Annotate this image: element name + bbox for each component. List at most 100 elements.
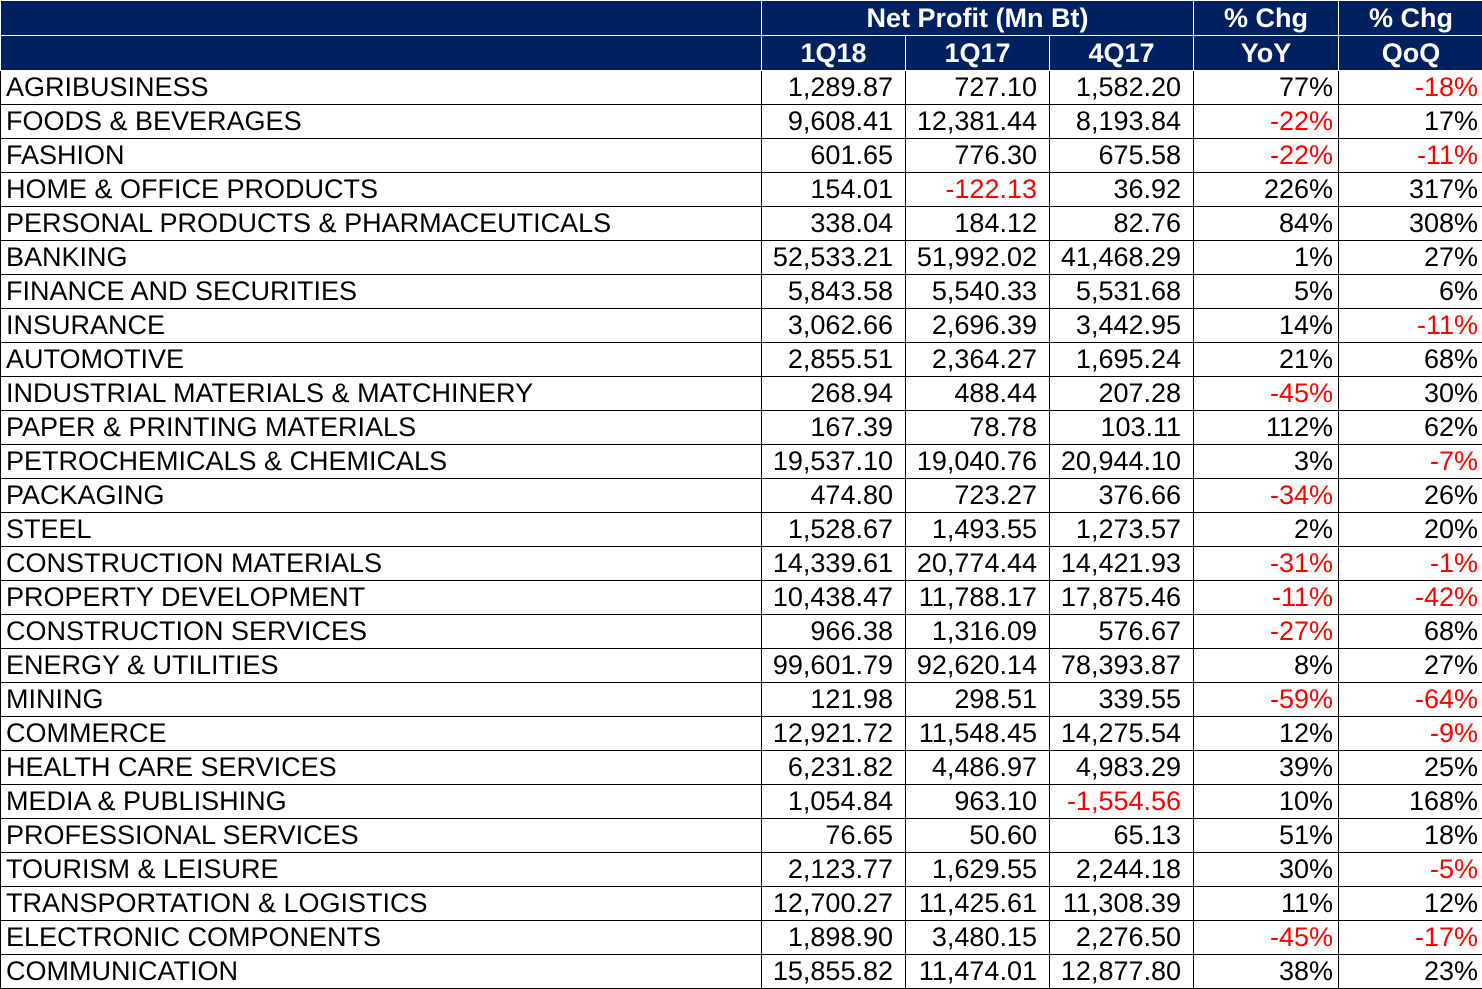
value-1q17-cell: 4,486.97 [905,750,1050,785]
sector-cell: PETROCHEMICALS & CHEMICALS [0,444,762,479]
sector-cell: PROFESSIONAL SERVICES [0,818,762,853]
table-row: PROPERTY DEVELOPMENT 10,438.47 11,788.17 17… [0,580,1482,615]
value-1q17-cell: 963.10 [905,784,1050,819]
yoy-change-cell: -22% [1193,138,1340,173]
value-1q17-cell: 2,696.39 [905,308,1050,343]
value-4q17-cell: 207.28 [1048,376,1195,411]
table-row: HEALTH CARE SERVICES 6,231.82 4,486.97 4,98… [0,750,1482,785]
yoy-change-cell: -22% [1193,104,1340,139]
sector-cell: AGRIBUSINESS [0,70,762,105]
table-row: PACKAGING 474.80 723.27 376.66 -34% 26% [0,478,1482,513]
sector-cell: INSURANCE [0,308,762,343]
value-1q18-cell: 1,054.84 [761,784,906,819]
sector-cell: COMMUNICATION [0,954,762,989]
value-1q18-cell: 3,062.66 [761,308,906,343]
value-1q17-cell: 3,480.15 [905,920,1050,955]
table-row: STEEL 1,528.67 1,493.55 1,273.57 2% 20% [0,512,1482,547]
qoq-change-cell: 23% [1338,954,1482,989]
sector-cell: AUTOMOTIVE [0,342,762,377]
value-1q18-cell: 76.65 [761,818,906,853]
yoy-change-cell: -59% [1193,682,1340,717]
value-1q18-cell: 12,921.72 [761,716,906,751]
qoq-change-cell: 6% [1338,274,1482,309]
value-1q17-cell: 11,788.17 [905,580,1050,615]
table-row: PERSONAL PRODUCTS & PHARMACEUTICALS 338.0… [0,206,1482,241]
qoq-change-cell: -18% [1338,70,1482,105]
yoy-change-cell: -27% [1193,614,1340,649]
value-1q18-cell: 1,898.90 [761,920,906,955]
value-1q18-cell: 2,123.77 [761,852,906,887]
yoy-change-cell: 51% [1193,818,1340,853]
qoq-header-bottom: QoQ [1338,35,1482,71]
sector-cell: MEDIA & PUBLISHING [0,784,762,819]
sector-cell: ENERGY & UTILITIES [0,648,762,683]
yoy-header-top: % Chg [1193,0,1340,36]
value-1q18-cell: 1,528.67 [761,512,906,547]
yoy-change-cell: 1% [1193,240,1340,275]
qoq-change-cell: 168% [1338,784,1482,819]
table-row: INSURANCE 3,062.66 2,696.39 3,442.95 14% -11% [0,308,1482,343]
period-header-4q17: 4Q17 [1048,35,1195,71]
table-row: ELECTRONIC COMPONENTS 1,898.90 3,480.15 2,2… [0,920,1482,955]
value-1q18-cell: 1,289.87 [761,70,906,105]
header-blank-cell [0,0,762,36]
qoq-change-cell: 20% [1338,512,1482,547]
table-row: INDUSTRIAL MATERIALS & MATCHINERY 268.94 4… [0,376,1482,411]
value-4q17-cell: 2,276.50 [1048,920,1195,955]
value-1q17-cell: 1,493.55 [905,512,1050,547]
qoq-change-cell: -17% [1338,920,1482,955]
sector-cell: CONSTRUCTION MATERIALS [0,546,762,581]
qoq-change-cell: -9% [1338,716,1482,751]
value-1q17-cell: 298.51 [905,682,1050,717]
value-1q18-cell: 2,855.51 [761,342,906,377]
sector-cell: INDUSTRIAL MATERIALS & MATCHINERY [0,376,762,411]
table-row: CONSTRUCTION SERVICES 966.38 1,316.09 576.6… [0,614,1482,649]
value-4q17-cell: 8,193.84 [1048,104,1195,139]
qoq-change-cell: 308% [1338,206,1482,241]
value-4q17-cell: 576.67 [1048,614,1195,649]
table-row: COMMERCE 12,921.72 11,548.45 14,275.54 12% -9… [0,716,1482,751]
qoq-change-cell: 68% [1338,342,1482,377]
value-4q17-cell: 11,308.39 [1048,886,1195,921]
sector-cell: HOME & OFFICE PRODUCTS [0,172,762,207]
net-profit-header: Net Profit (Mn Bt) [760,0,1195,36]
value-1q18-cell: 52,533.21 [761,240,906,275]
value-1q17-cell: 11,548.45 [905,716,1050,751]
yoy-change-cell: 14% [1193,308,1340,343]
sector-cell: PROPERTY DEVELOPMENT [0,580,762,615]
value-4q17-cell: 14,275.54 [1048,716,1195,751]
yoy-header-bottom: YoY [1193,35,1340,71]
value-1q17-cell: 1,316.09 [905,614,1050,649]
value-1q18-cell: 9,608.41 [761,104,906,139]
value-4q17-cell: 5,531.68 [1048,274,1195,309]
qoq-change-cell: -11% [1338,308,1482,343]
yoy-change-cell: 21% [1193,342,1340,377]
value-1q18-cell: 154.01 [761,172,906,207]
value-4q17-cell: 1,582.20 [1048,70,1195,105]
sector-cell: CONSTRUCTION SERVICES [0,614,762,649]
sector-cell: HEALTH CARE SERVICES [0,750,762,785]
period-header-1q17: 1Q17 [905,35,1050,71]
value-1q17-cell: 92,620.14 [905,648,1050,683]
qoq-change-cell: 317% [1338,172,1482,207]
qoq-change-cell: 27% [1338,240,1482,275]
value-1q17-cell: 51,992.02 [905,240,1050,275]
value-4q17-cell: 675.58 [1048,138,1195,173]
value-1q17-cell: 184.12 [905,206,1050,241]
yoy-change-cell: -45% [1193,376,1340,411]
value-1q17-cell: 12,381.44 [905,104,1050,139]
value-1q18-cell: 15,855.82 [761,954,906,989]
value-4q17-cell: 14,421.93 [1048,546,1195,581]
value-4q17-cell: 41,468.29 [1048,240,1195,275]
table-row: ENERGY & UTILITIES 99,601.79 92,620.14 78,3… [0,648,1482,683]
value-1q17-cell: 50.60 [905,818,1050,853]
header-blank-cell [0,35,762,71]
value-1q18-cell: 10,438.47 [761,580,906,615]
yoy-change-cell: -34% [1193,478,1340,513]
sector-cell: COMMERCE [0,716,762,751]
value-1q18-cell: 268.94 [761,376,906,411]
qoq-header-top: % Chg [1338,0,1482,36]
table-row: MINING 121.98 298.51 339.55 -59% -64% [0,682,1482,717]
value-1q18-cell: 99,601.79 [761,648,906,683]
